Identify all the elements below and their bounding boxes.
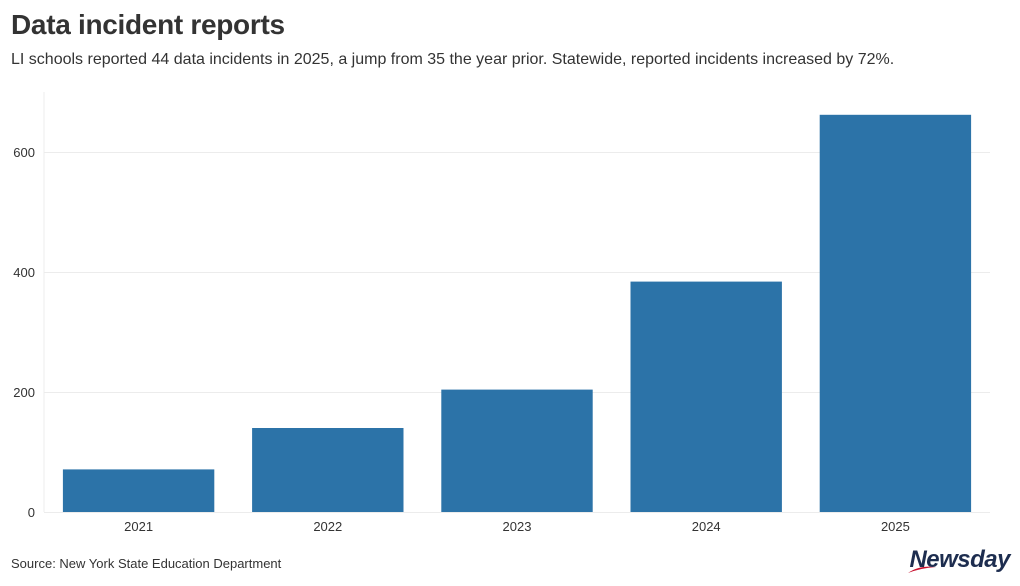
x-tick-label-2022: 2022 [313,519,342,534]
logo-wordmark: Newsday [909,546,1010,573]
logo-swoosh-icon [908,566,937,573]
source-note: Source: New York State Education Departm… [11,556,282,571]
chart-subtitle: LI schools reported 44 data incidents in… [11,51,895,68]
x-tick-label-2025: 2025 [881,519,910,534]
bar-2024 [630,281,782,512]
newsday-logo: Newsday [908,546,1010,578]
bar-2021 [62,469,215,512]
bar-2023 [441,389,593,512]
y-tick-label-600: 600 [13,145,35,160]
x-tick-label-2023: 2023 [503,519,532,534]
bar-2022 [252,428,404,512]
x-tick-label-2021: 2021 [124,519,153,534]
x-tick-label-2024: 2024 [692,519,721,534]
bars [62,114,972,513]
bar-2025 [819,114,972,513]
axes: 0 200 400 600 2021 2022 2023 2024 2025 [13,92,910,534]
y-tick-label-0: 0 [28,505,35,520]
y-tick-label-400: 400 [13,265,35,280]
y-tick-label-200: 200 [13,385,35,400]
chart-title: Data incident reports [11,9,285,40]
